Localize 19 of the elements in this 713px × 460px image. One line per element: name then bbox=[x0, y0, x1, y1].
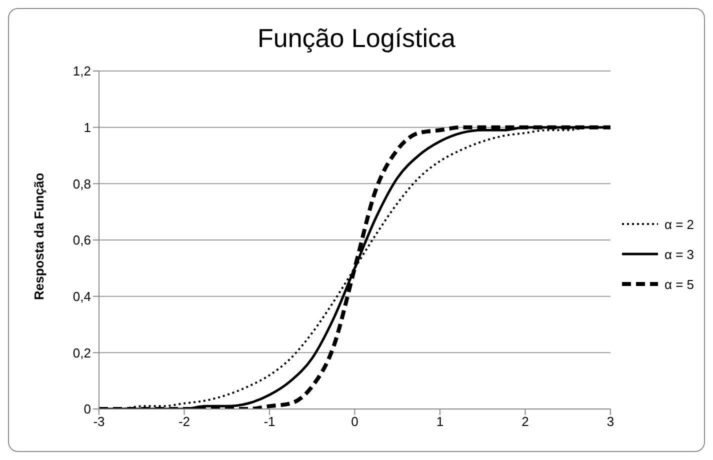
legend-label: α = 2 bbox=[664, 216, 694, 232]
x-tick-label: -1 bbox=[264, 414, 276, 430]
y-tick-label: 0 bbox=[84, 402, 91, 417]
chart-title: Função Logística bbox=[256, 23, 456, 55]
x-tick-label: 2 bbox=[522, 414, 529, 430]
y-tick-label: 0,6 bbox=[72, 232, 91, 248]
y-axis-title: Resposta da Função bbox=[32, 172, 47, 300]
x-tick-label: 0 bbox=[351, 414, 358, 430]
x-tick-label: -3 bbox=[93, 414, 105, 430]
y-tick-label: 1,2 bbox=[72, 64, 91, 79]
x-tick-label: 1 bbox=[436, 414, 444, 430]
y-tick-label: 0,4 bbox=[72, 288, 91, 304]
y-tick-label: 0,2 bbox=[72, 345, 91, 360]
y-tick-label: 1 bbox=[84, 120, 91, 135]
x-tick-label: 3 bbox=[606, 414, 614, 430]
x-tick-label: -2 bbox=[178, 414, 190, 430]
legend-label: α = 5 bbox=[664, 276, 694, 292]
legend-label: α = 3 bbox=[664, 246, 694, 262]
y-tick-label: 0,8 bbox=[72, 176, 91, 192]
